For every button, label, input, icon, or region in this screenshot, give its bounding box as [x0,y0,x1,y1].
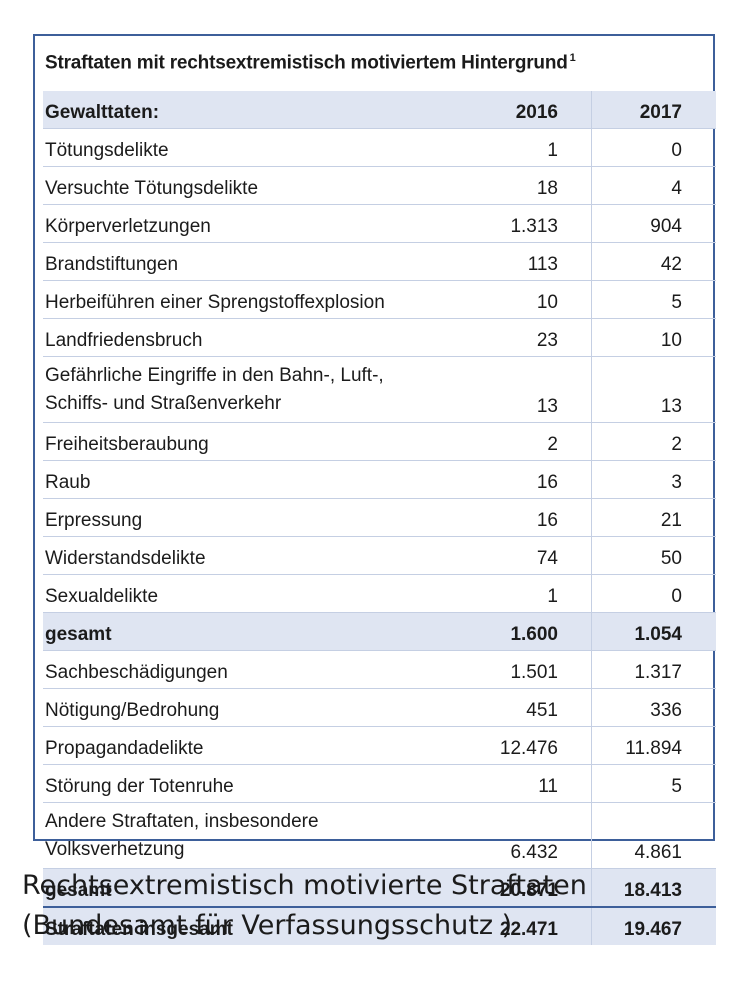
value-2017: 4.861 [634,842,682,863]
row-label: Widerstandsdelikte [45,548,206,569]
caption-line: Rechtsextremistisch motivierte Straftate… [22,870,587,901]
value-2016: 16 [441,498,592,537]
value-2016: 18 [441,166,592,205]
value-2017: 21 [660,510,682,531]
row-label: Nötigung/Bedrohung [45,700,220,721]
row-label: Tötungsdelikte [45,140,169,161]
row-label: Andere Straftaten, insbesondere Volksver… [45,811,319,860]
value-2017: 1.054 [591,612,716,651]
value-2016: 1.313 [441,204,592,243]
value-2017: 1.317 [634,662,682,683]
row-label: Straftaten insgesamt [43,907,441,945]
table-row: Herbeiführen einer Sprengstoffexplosion … [43,280,716,319]
value-2016: 16 [441,460,592,499]
table-row: Gefährliche Eingriffe in den Bahn-, Luft… [43,356,716,423]
value-2016: 20.871 [441,868,592,907]
value-2016: 10 [441,280,592,319]
table-row: Erpressung 16 21 [43,498,716,537]
value-2016: 13 [441,356,592,423]
row-label: gesamt [43,868,441,907]
header-label: Gewalttaten: [43,91,441,129]
value-2016: 11 [441,764,592,803]
table-title: Straftaten mit rechtsextremistisch motiv… [45,52,576,74]
value-2017: 50 [660,548,682,569]
value-2016: 12.476 [441,726,592,765]
table-row: Brandstiftungen 113 42 [43,242,716,281]
value-2016: 23 [441,318,592,357]
row-label: Störung der Totenruhe [45,776,234,797]
row-label: Gefährliche Eingriffe in den Bahn-, Luft… [45,365,384,414]
value-2016: 1.501 [441,650,592,689]
value-2016: 74 [441,536,592,575]
footnote-mark: 1 [569,52,576,64]
table-row: Widerstandsdelikte 74 50 [43,536,716,575]
value-2017: 336 [650,700,682,721]
image-caption: Rechtsextremistisch motivierte Straftate… [22,866,587,946]
grand-total-row: Straftaten insgesamt 22.471 19.467 [43,907,716,945]
row-label: Sexualdelikte [45,586,159,607]
row-label: Versuchte Tötungsdelikte [45,178,259,199]
value-2016: 6.432 [441,802,592,869]
row-label: Landfriedensbruch [45,330,203,351]
table-row: Körperverletzungen 1.313 904 [43,204,716,243]
table-row: Sexualdelikte 1 0 [43,574,716,613]
table-row: Landfriedensbruch 23 10 [43,318,716,357]
row-label: Raub [45,472,91,493]
value-2016: 1 [441,128,592,167]
value-2016: 113 [441,242,592,281]
value-2017: 18.413 [591,868,716,907]
value-2016: 451 [441,688,592,727]
header-2016: 2016 [441,91,592,129]
value-2017: 5 [671,292,682,313]
row-label: gesamt [43,612,441,651]
row-label: Herbeiführen einer Sprengstoffexplosion [45,292,385,313]
value-2017: 4 [671,178,682,199]
violent-total-row: gesamt 1.600 1.054 [43,612,716,651]
table-row: Nötigung/Bedrohung 451 336 [43,688,716,727]
other-total-row: gesamt 20.871 18.413 [43,868,716,907]
value-2017: 5 [671,776,682,797]
value-2017: 10 [660,330,682,351]
header-2017: 2017 [591,91,716,129]
header-row: Gewalttaten: 2016 2017 [43,91,716,129]
table-row: Tötungsdelikte 1 0 [43,128,716,167]
value-2017: 2 [671,434,682,455]
row-label: Brandstiftungen [45,254,179,275]
caption-source: (Bundesamt für Verfassungsschutz ) [22,910,513,941]
statistics-grid: Gewalttaten: 2016 2017 Tötungsdelikte 1 … [43,91,716,945]
crime-statistics-table: Straftaten mit rechtsextremistisch motiv… [33,34,716,945]
value-2017: 0 [671,586,682,607]
table-row: Raub 16 3 [43,460,716,499]
table-row: Versuchte Tötungsdelikte 18 4 [43,166,716,205]
value-2017: 11.894 [625,738,682,759]
value-2017: 42 [660,254,682,275]
value-2017: 3 [671,472,682,493]
row-label: Körperverletzungen [45,216,211,237]
table-row: Propagandadelikte 12.476 11.894 [43,726,716,765]
value-2017: 0 [671,140,682,161]
row-label: Sachbeschädigungen [45,662,228,683]
row-label: Freiheitsberaubung [45,434,209,455]
table-row: Sachbeschädigungen 1.501 1.317 [43,650,716,689]
table-row: Freiheitsberaubung 2 2 [43,422,716,461]
value-2016: 1 [441,574,592,613]
table-row: Störung der Totenruhe 11 5 [43,764,716,803]
value-2017: 13 [660,396,682,417]
value-2016: 22.471 [441,907,592,945]
table-title-text: Straftaten mit rechtsextremistisch motiv… [45,52,568,74]
row-label: Propagandadelikte [45,738,204,759]
value-2016: 2 [441,422,592,461]
row-label: Erpressung [45,510,143,531]
value-2017: 904 [650,216,682,237]
value-2016: 1.600 [441,612,592,651]
table-row: Andere Straftaten, insbesondere Volksver… [43,802,716,869]
value-2017: 19.467 [591,907,716,945]
